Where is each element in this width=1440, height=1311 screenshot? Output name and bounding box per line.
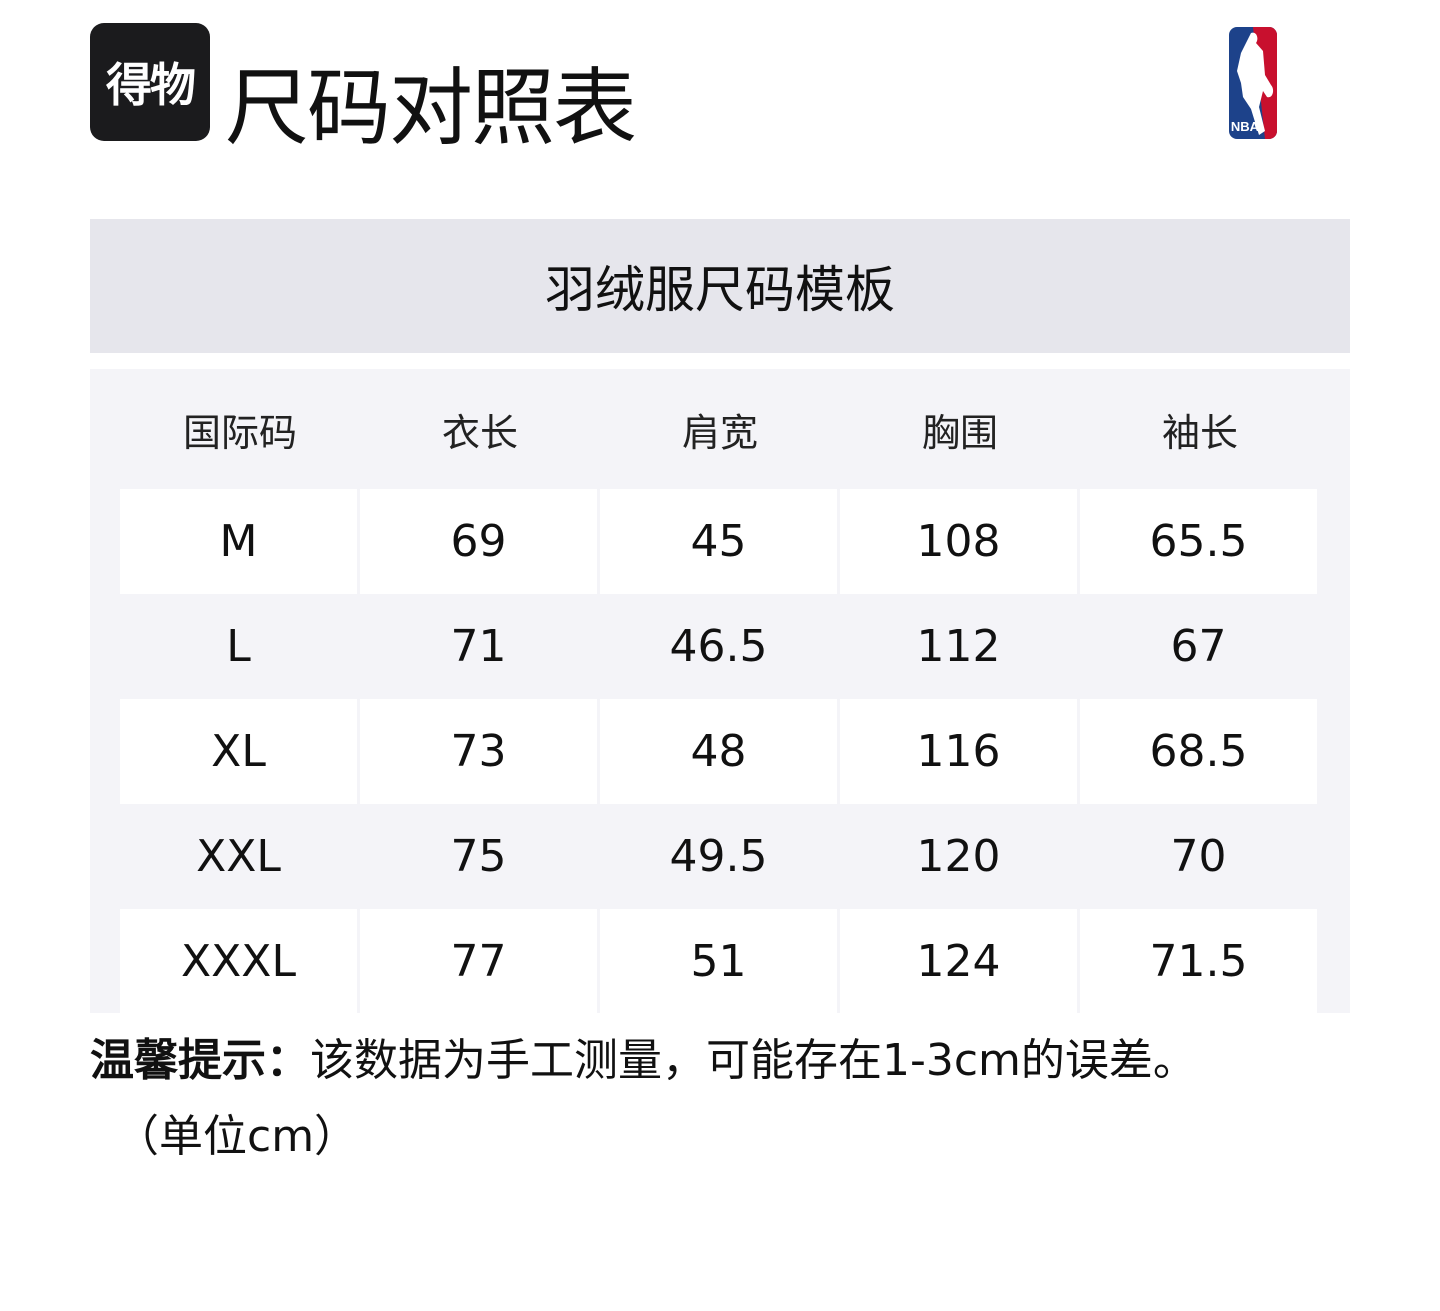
table-cell: 73 <box>360 699 597 804</box>
table-cell: 68.5 <box>1080 699 1317 804</box>
table-cell: 77 <box>360 909 597 1014</box>
table-cell: 108 <box>840 489 1077 594</box>
table-cell: XXL <box>196 831 281 882</box>
table-cell: 116 <box>840 699 1077 804</box>
nba-logo: NBA <box>1229 27 1277 139</box>
table-cell: 67 <box>1170 621 1227 672</box>
table-cell: 51 <box>600 909 837 1014</box>
table-caption: 羽绒服尺码模板 <box>90 219 1350 353</box>
table-cell: 48 <box>600 699 837 804</box>
unit-note: （单位cm） <box>115 1111 359 1162</box>
table-cell: XL <box>120 699 357 804</box>
dewu-logo: 得物 <box>90 23 210 141</box>
table-cell: L <box>226 621 251 672</box>
table-cell: 75 <box>450 831 507 882</box>
table-cell: 120 <box>916 831 1001 882</box>
note-label: 温馨提示： <box>90 1035 310 1086</box>
column-header: 衣长 <box>441 410 518 455</box>
table-cell: 112 <box>916 621 1001 672</box>
note: 温馨提示：该数据为手工测量，可能存在1-3cm的误差。 <box>90 1030 1197 1092</box>
table-cell: 46.5 <box>669 621 768 672</box>
note-text: 该数据为手工测量，可能存在1-3cm的误差。 <box>310 1035 1197 1086</box>
table-cell: 70 <box>1170 831 1227 882</box>
table-row: XXXL 77 51 124 71.5 <box>120 909 1320 1014</box>
table-cell: 65.5 <box>1080 489 1317 594</box>
table-row: L 71 46.5 112 67 <box>120 594 1320 699</box>
table-cell: 71.5 <box>1080 909 1317 1014</box>
size-table: 国际码 衣长 肩宽 胸围 袖长 M 69 45 108 65.5 L 71 46.5 112 67… <box>90 369 1350 1014</box>
table-cell: M <box>120 489 357 594</box>
table-row: XL 73 48 116 68.5 <box>120 699 1320 804</box>
column-header: 胸围 <box>921 410 998 455</box>
table-row: XXL 75 49.5 120 70 <box>120 804 1320 909</box>
table-row: M 69 45 108 65.5 <box>120 489 1320 594</box>
column-header: 肩宽 <box>681 410 758 455</box>
column-header: 袖长 <box>1161 410 1238 455</box>
table-cell: XXXL <box>120 909 357 1014</box>
table-cell: 45 <box>600 489 837 594</box>
table-cell: 71 <box>450 621 507 672</box>
table-cell: 69 <box>360 489 597 594</box>
dewu-logo-text: 得物 <box>106 58 196 112</box>
table-cell: 49.5 <box>669 831 768 882</box>
table-cell: 124 <box>840 909 1077 1014</box>
column-header: 国际码 <box>182 410 297 455</box>
page-title: 尺码对照表 <box>225 59 637 157</box>
svg-text:NBA: NBA <box>1231 119 1260 134</box>
